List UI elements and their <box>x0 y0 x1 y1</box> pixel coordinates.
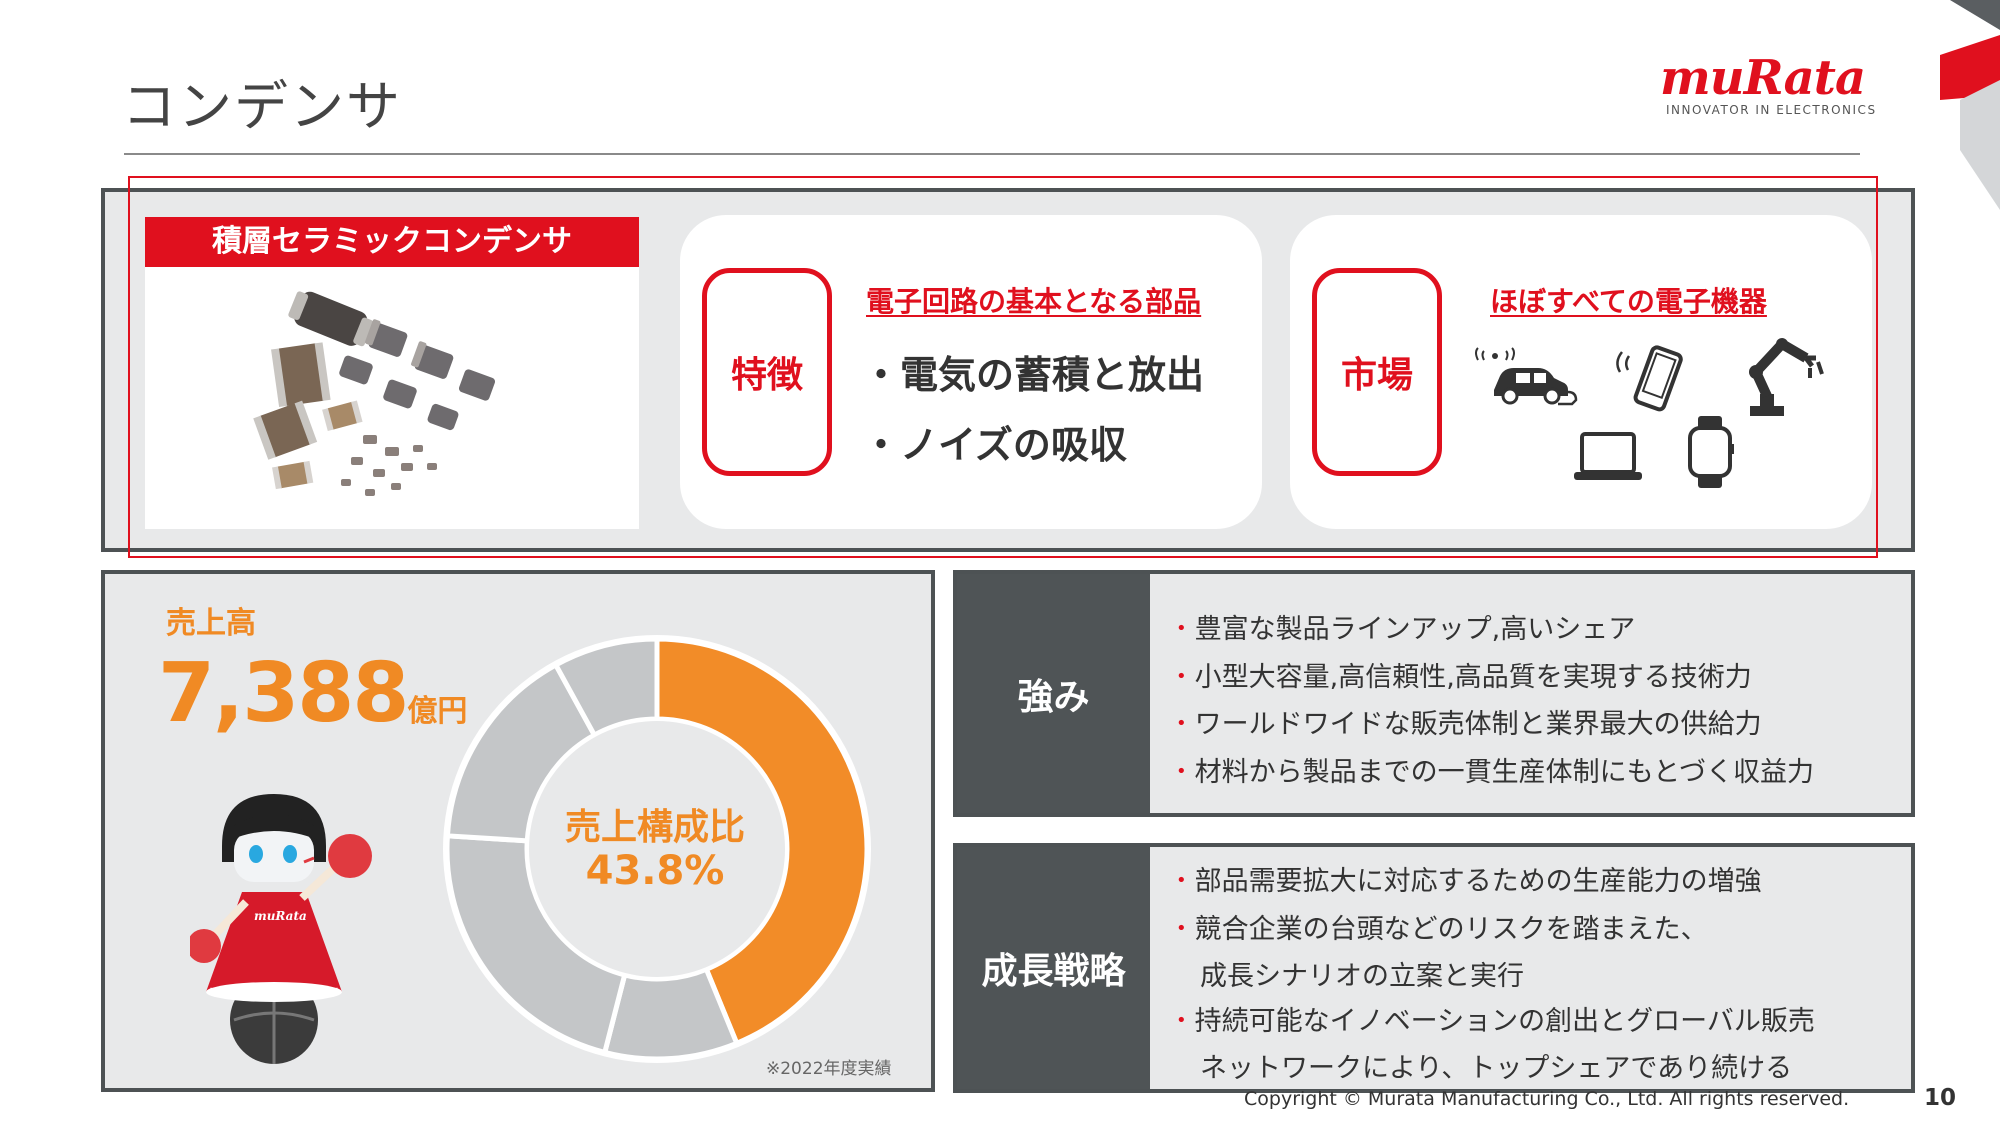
feature-bullet: ・ノイズの吸収 <box>862 423 1127 467</box>
page-title: コンデンサ <box>122 75 402 138</box>
sales-ratio-donut-chart <box>443 635 871 1063</box>
list-item: • 持続可能なイノベーションの創出とグローバル販売 <box>1176 1005 1815 1037</box>
capacitors-illustration <box>253 291 496 496</box>
bullet-icon: • <box>1176 760 1187 782</box>
connected-car-icon <box>1475 347 1578 406</box>
bullet-icon: • <box>1176 917 1187 939</box>
sales-figure: 7,388億円 <box>158 646 467 741</box>
smartphone-icon <box>1616 345 1683 412</box>
corner-decoration <box>1940 0 2000 210</box>
sales-value: 7,388 <box>158 646 409 741</box>
bullet-icon: • <box>1176 713 1187 734</box>
sales-label: 売上高 <box>166 606 256 641</box>
list-item: • 豊富な製品ラインアップ,高いシェア <box>1176 614 1636 645</box>
page-number: 10 <box>1924 1085 1957 1111</box>
sales-ratio-value: 43.8% <box>585 848 725 894</box>
copyright-notice: Copyright © Murata Manufacturing Co., Lt… <box>1244 1088 1850 1110</box>
features-tag: 特徴 <box>702 268 832 476</box>
growth-strategy-label: 成長戦略 <box>957 847 1150 1089</box>
growth-strategy-list: • 部品需要拡大に対応するための生産能力の増強 • 競合企業の台頭などのリスクを踏ま… <box>1176 860 1815 1092</box>
bullet-icon: • <box>1176 870 1187 891</box>
donut-slice-highlight <box>654 636 870 1047</box>
bullet-icon: • <box>1176 1009 1187 1031</box>
strengths-list: • 豊富な製品ラインアップ,高いシェア • 小型大容量,高信頼性,高品質を実現する技… <box>1176 608 1814 798</box>
bullet-icon: • <box>1176 665 1187 687</box>
list-item: • 材料から製品までの一貫生産体制にもとづく収益力 <box>1176 756 1815 788</box>
features-card <box>680 215 1262 529</box>
features-heading: 電子回路の基本となる部品 <box>866 285 1202 318</box>
murata-logo: muRata <box>1660 50 1866 106</box>
capacitor-photo <box>145 267 639 529</box>
list-item: • ワールドワイドな販売体制と業界最大の供給力 <box>1176 709 1762 740</box>
mascot-illustration: muRata <box>190 794 372 1064</box>
strengths-label: 強み <box>957 574 1150 813</box>
list-item-continuation: 成長シナリオの立案と実行 <box>1200 961 1524 992</box>
mascot-logo: muRata <box>254 909 307 923</box>
logo-tagline: INNOVATOR IN ELECTRONICS <box>1666 103 1877 117</box>
donut-slice <box>552 636 660 739</box>
robot-arm-icon <box>1749 338 1824 416</box>
market-tag: 市場 <box>1312 268 1442 476</box>
list-item: • 小型大容量,高信頼性,高品質を実現する技術力 <box>1176 661 1752 693</box>
feature-bullet: ・電気の蓄積と放出 <box>862 353 1205 397</box>
list-item: • 部品需要拡大に対応するための生産能力の増強 <box>1176 866 1762 897</box>
list-item-continuation: ネットワークにより、トップシェアであり続ける <box>1200 1053 1793 1084</box>
smartwatch-icon <box>1688 416 1734 488</box>
fiscal-year-note: ※2022年度実績 <box>766 1059 892 1079</box>
donut-hole <box>529 721 785 977</box>
laptop-icon <box>1574 432 1642 480</box>
market-heading: ほぼすべての電子機器 <box>1490 285 1767 318</box>
sales-unit: 億円 <box>407 694 468 729</box>
title-divider <box>124 153 1860 155</box>
donut-slice <box>444 833 628 1056</box>
product-name-header: 積層セラミックコンデンサ <box>145 217 639 267</box>
list-item: • 競合企業の台頭などのリスクを踏まえた、 <box>1176 913 1708 945</box>
highlight-frame <box>128 176 1878 558</box>
bullet-icon: • <box>1176 618 1187 639</box>
sales-ratio-label: 売上構成比 <box>564 807 745 848</box>
